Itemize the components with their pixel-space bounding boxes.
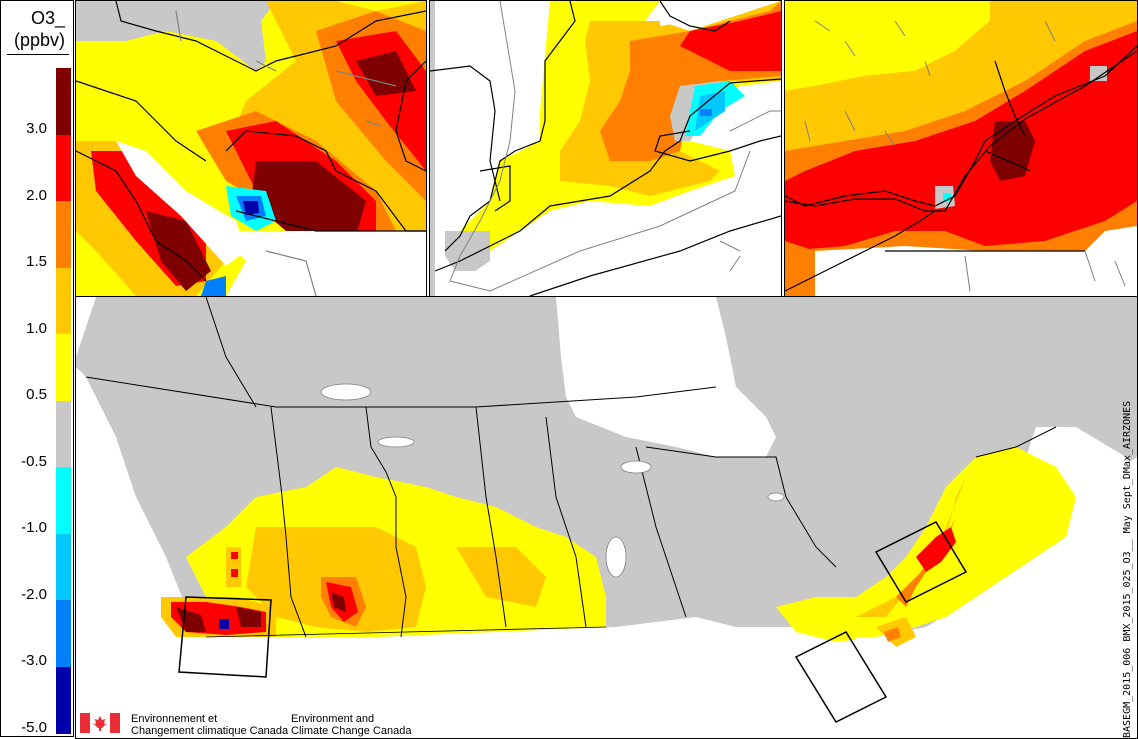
color-legend: O3_ (ppbv) 3.0 2.0 1.5 1.0 0.5 -0.5 -1.0… bbox=[0, 0, 74, 737]
legend-divider bbox=[7, 54, 69, 55]
zoom-box-bc bbox=[178, 596, 272, 678]
footer-fr-line2: Changement climatique Canada bbox=[131, 725, 289, 737]
legend-swatch-neg2-neg3 bbox=[56, 600, 71, 667]
legend-swatch-neg3-neg5 bbox=[56, 667, 71, 734]
zoom-box-ontario bbox=[794, 631, 888, 723]
legend-tick: -2.0 bbox=[21, 586, 47, 603]
footer-en-line2: Climate Change Canada bbox=[291, 725, 412, 737]
legend-swatch-3plus bbox=[56, 68, 71, 135]
footer-fr-line1: Environnement et bbox=[131, 713, 218, 725]
zoom-box-quebec bbox=[874, 521, 968, 603]
legend-swatch-1-1.5 bbox=[56, 268, 71, 334]
legend-title-variable: O3_ bbox=[30, 8, 65, 28]
legend-swatch-0.5-1 bbox=[56, 334, 71, 401]
inset-map-southern-quebec bbox=[784, 0, 1138, 297]
legend-tick: 1.0 bbox=[26, 320, 47, 337]
inset-map-british-columbia bbox=[75, 0, 427, 297]
main-map-canada bbox=[75, 296, 1138, 739]
legend-tick: 3.0 bbox=[26, 120, 47, 137]
legend-swatch-neg0.5-neg1 bbox=[56, 467, 71, 534]
run-identifier-label: BASEGM_2015_006 BMX_2015_025_O3__ May Se… bbox=[1122, 400, 1133, 738]
canada-flag-icon bbox=[80, 713, 120, 733]
legend-tick: 0.5 bbox=[26, 386, 47, 403]
legend-tick: -5.0 bbox=[21, 719, 47, 736]
legend-swatch-2-3 bbox=[56, 135, 71, 201]
legend-swatch-1.5-2 bbox=[56, 201, 71, 268]
legend-tick: -0.5 bbox=[21, 453, 47, 470]
footer-en-line1: Environment and bbox=[291, 713, 375, 725]
legend-swatch-neg1-neg2 bbox=[56, 534, 71, 600]
legend-tick: 2.0 bbox=[26, 187, 47, 204]
legend-title-units: (ppbv) bbox=[13, 30, 65, 50]
legend-swatch-neutral bbox=[56, 401, 71, 467]
legend-tick: -3.0 bbox=[21, 652, 47, 669]
legend-tick: -1.0 bbox=[21, 519, 47, 536]
inset-map-southern-ontario bbox=[429, 0, 782, 297]
legend-tick: 1.5 bbox=[26, 253, 47, 270]
